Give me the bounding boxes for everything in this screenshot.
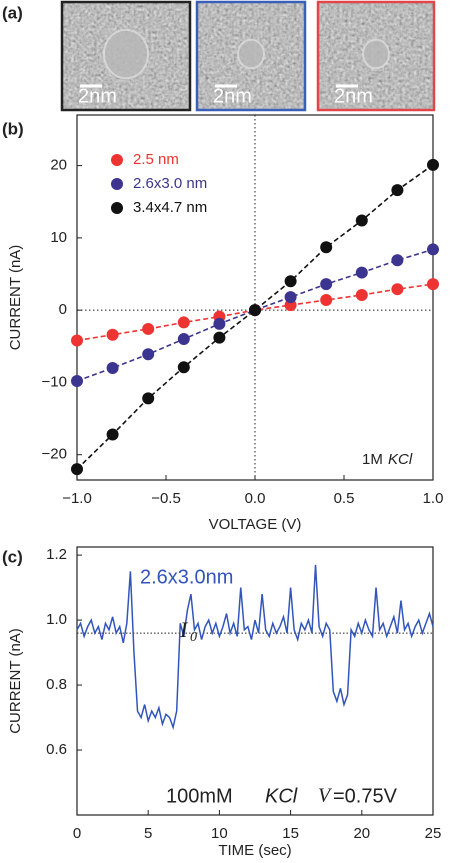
annotation: KCl <box>388 451 413 468</box>
scale-label: 2nm <box>213 85 252 107</box>
data-point <box>106 428 119 441</box>
annotation: =0.75V <box>333 785 398 807</box>
data-point <box>320 241 333 254</box>
data-point <box>71 374 83 387</box>
data-point <box>355 288 368 301</box>
x-tick-label: 10 <box>211 825 228 842</box>
data-point <box>249 304 261 317</box>
x-tick-label: 5 <box>144 825 152 842</box>
x-tick-label: 0 <box>73 825 81 842</box>
panel-label: (c) <box>2 547 23 566</box>
y-axis-label: CURRENT (nA) <box>7 245 24 351</box>
annotation: 1M <box>362 451 383 468</box>
x-tick-label: 20 <box>353 825 370 842</box>
data-point <box>106 328 119 341</box>
data-point <box>391 283 404 296</box>
x-tick-label: −1.0 <box>62 490 92 507</box>
micrograph-border <box>195 0 307 112</box>
annotation: KCl <box>265 785 298 807</box>
data-point <box>355 214 368 227</box>
micrograph-border <box>60 0 192 112</box>
y-tick-label: 0 <box>59 301 67 318</box>
data-point <box>355 266 368 279</box>
scale-label: 2nm <box>78 85 117 107</box>
x-axis-label: VOLTAGE (V) <box>209 516 302 533</box>
micrograph-border <box>316 0 436 112</box>
y-tick-label: 1.2 <box>46 546 67 563</box>
panel-label: (a) <box>2 3 23 22</box>
data-point <box>177 333 190 346</box>
x-tick-label: 25 <box>425 825 442 842</box>
x-axis-label: TIME (sec) <box>218 842 291 859</box>
plot-frame <box>76 114 434 481</box>
scale-label: 2nm <box>334 85 373 107</box>
x-tick-label: −0.5 <box>151 490 181 507</box>
pore <box>362 38 390 70</box>
y-tick-label: 0.6 <box>46 741 67 758</box>
y-tick-label: 1.0 <box>46 611 67 628</box>
data-point <box>427 158 439 171</box>
pore <box>237 38 265 70</box>
annotation: V <box>318 785 333 807</box>
data-point <box>320 278 333 291</box>
legend-label: 2.6x3.0 nm <box>133 175 207 192</box>
legend-marker <box>111 154 123 166</box>
data-point <box>177 316 190 329</box>
data-point <box>320 294 333 307</box>
legend-marker <box>111 178 123 190</box>
data-point <box>213 331 226 344</box>
y-tick-label: −20 <box>42 446 67 463</box>
y-tick-label: 10 <box>50 229 67 246</box>
legend-label: 3.4x4.7 nm <box>133 199 207 216</box>
data-point <box>71 463 83 476</box>
data-point <box>142 348 155 361</box>
x-tick-label: 15 <box>282 825 299 842</box>
data-point <box>106 361 119 374</box>
annotation: 100mM <box>166 785 233 807</box>
x-tick-label: 0.5 <box>334 490 355 507</box>
data-point <box>213 317 226 330</box>
data-point <box>427 278 439 291</box>
y-axis-label: CURRENT (nA) <box>7 628 24 734</box>
data-point <box>427 243 439 256</box>
fit-line <box>76 164 434 470</box>
legend-label: 2.5 nm <box>133 151 179 168</box>
data-point <box>177 361 190 374</box>
panel-label: (b) <box>2 119 24 138</box>
y-tick-label: 20 <box>50 157 67 174</box>
data-point <box>142 322 155 335</box>
reference-label: 0 <box>190 630 197 645</box>
plot-frame <box>76 546 434 816</box>
series-label: 2.6x3.0nm <box>140 566 233 588</box>
y-tick-label: −10 <box>42 373 67 390</box>
data-point <box>71 334 83 347</box>
data-point <box>284 291 297 304</box>
x-tick-label: 0.0 <box>245 490 266 507</box>
pore <box>103 28 149 80</box>
reference-label: I <box>179 617 189 642</box>
current-trace <box>76 564 434 730</box>
data-point <box>391 184 404 197</box>
legend-marker <box>111 202 123 214</box>
y-tick-label: 0.8 <box>46 676 67 693</box>
x-tick-label: 1.0 <box>423 490 444 507</box>
data-point <box>391 254 404 267</box>
data-point <box>284 275 297 288</box>
data-point <box>142 392 155 405</box>
